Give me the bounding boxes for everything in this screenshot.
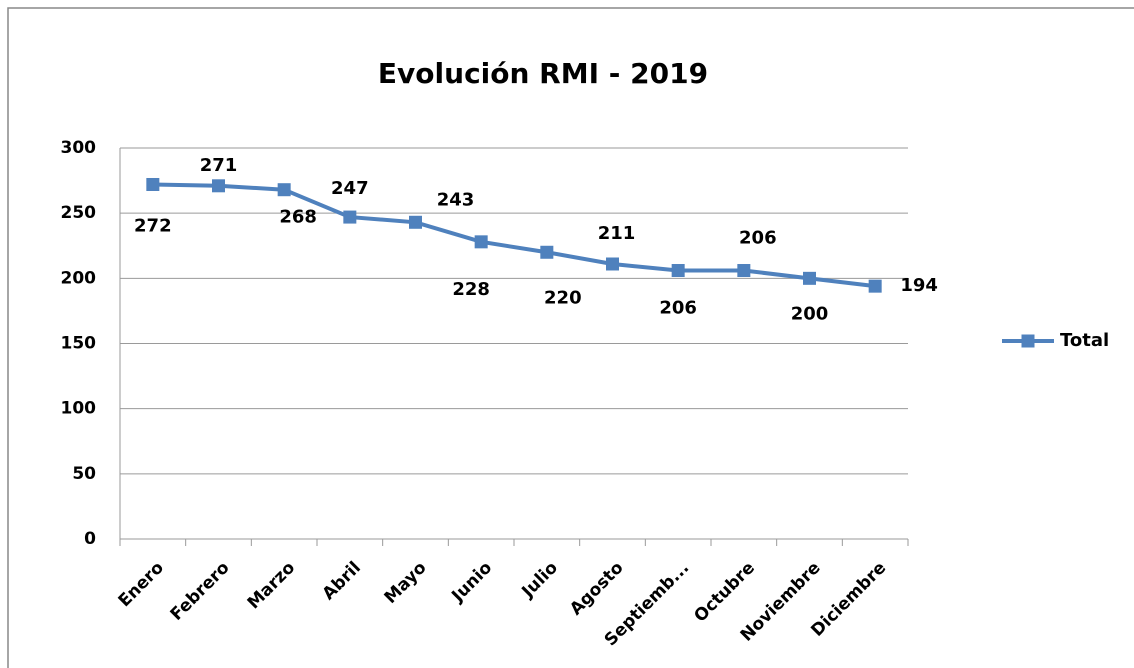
data-label: 194 — [900, 275, 938, 296]
data-label: 247 — [331, 178, 369, 199]
legend-marker — [1021, 334, 1035, 348]
data-label: 271 — [200, 155, 238, 176]
y-tick-label: 250 — [61, 203, 97, 223]
data-label: 211 — [598, 223, 636, 244]
series-line — [152, 182, 876, 289]
y-tick-label: 300 — [61, 138, 97, 158]
y-tick-label: 50 — [72, 464, 96, 484]
data-label: 200 — [791, 303, 829, 324]
legend-label: Total — [1060, 330, 1109, 351]
point-marker — [868, 279, 882, 293]
point-marker — [146, 177, 160, 191]
point-marker — [737, 264, 751, 278]
point-marker — [474, 235, 488, 249]
data-label: 206 — [659, 298, 697, 319]
point-marker — [540, 245, 554, 259]
chart-border — [7, 7, 1134, 668]
point-marker — [606, 257, 619, 271]
y-tick-label: 200 — [61, 268, 97, 288]
chart-title: Evolución RMI - 2019 — [378, 57, 708, 90]
y-tick-label: 0 — [84, 529, 96, 549]
y-tick-label: 100 — [61, 399, 97, 419]
data-label: 268 — [279, 207, 317, 228]
data-label: 228 — [452, 279, 490, 300]
point-marker — [343, 210, 357, 224]
point-marker — [277, 183, 291, 197]
point-marker — [671, 264, 685, 278]
point-marker — [803, 271, 816, 285]
y-tick-label: 150 — [61, 334, 97, 354]
data-label: 206 — [739, 228, 777, 249]
point-marker — [409, 215, 422, 229]
data-label: 272 — [134, 215, 172, 236]
data-label: 243 — [437, 189, 475, 210]
data-label: 220 — [544, 287, 582, 308]
point-marker — [212, 179, 225, 193]
